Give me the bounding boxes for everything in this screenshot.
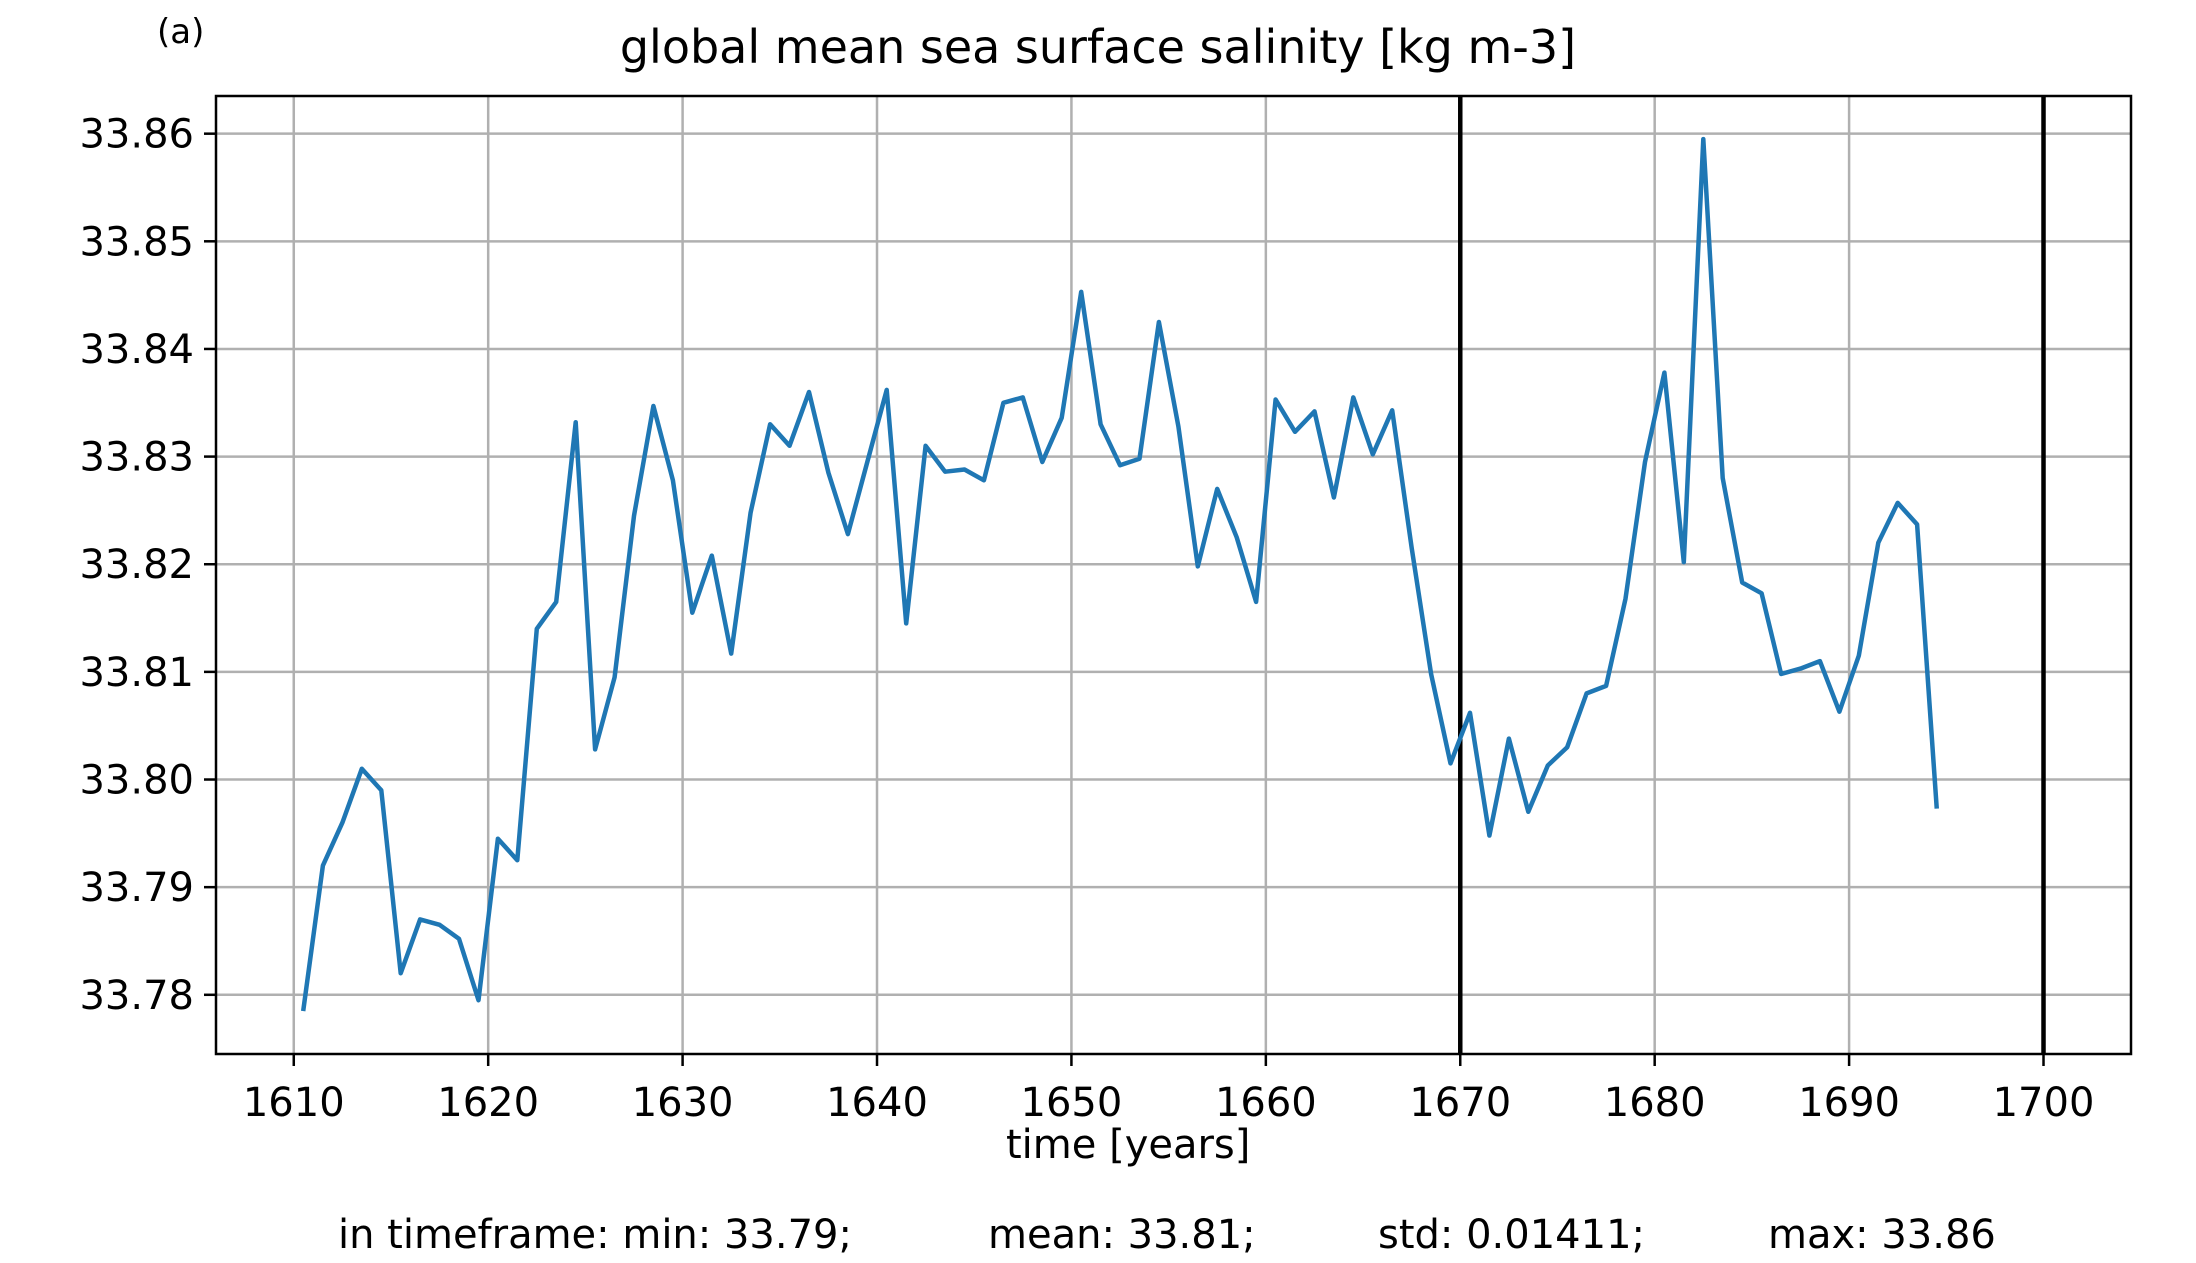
y-tick-label: 33.86 [79,112,194,158]
y-tick-label: 33.82 [79,542,194,588]
panel-label: (a) [157,12,205,52]
x-tick-label: 1690 [1798,1080,1900,1126]
x-tick-label: 1650 [1021,1080,1123,1126]
x-axis-ticks: 1610 1620 1630 1640 1650 1660 1670 1680 1690 1700 [243,1054,2095,1126]
y-tick-label: 33.83 [79,435,194,481]
x-tick-label: 1700 [1993,1080,2095,1126]
grid [216,96,2131,1054]
x-tick-label: 1680 [1604,1080,1706,1126]
x-tick-label: 1640 [826,1080,928,1126]
y-tick-label: 33.85 [79,219,194,265]
y-tick-label: 33.79 [79,865,194,911]
x-tick-label: 1630 [632,1080,734,1126]
chart-title: global mean sea surface salinity [kg m-3… [619,20,1577,74]
y-tick-label: 33.84 [79,327,194,373]
series-line [300,136,1939,1012]
x-tick-label: 1660 [1215,1080,1317,1126]
x-tick-label: 1670 [1409,1080,1511,1126]
x-tick-label: 1610 [243,1080,345,1126]
y-tick-label: 33.78 [79,973,194,1019]
plot-frame [214,94,2133,1056]
y-tick-label: 33.81 [79,650,194,696]
vertical-markers [1458,96,2046,1054]
series-layer [300,136,1939,1012]
x-tick-label: 1620 [437,1080,539,1126]
stat-min: in timeframe: min: 33.79; [338,1212,852,1258]
y-axis-ticks: 33.78 33.79 33.80 33.81 33.82 33.83 33.84 33.85… [79,112,216,1019]
x-axis-label: time [years] [1006,1122,1251,1168]
stat-mean: mean: 33.81; [988,1212,1256,1258]
stat-std: std: 0.01411; [1378,1212,1645,1258]
y-tick-label: 33.80 [79,758,194,804]
stat-max: max: 33.86 [1768,1212,1996,1258]
